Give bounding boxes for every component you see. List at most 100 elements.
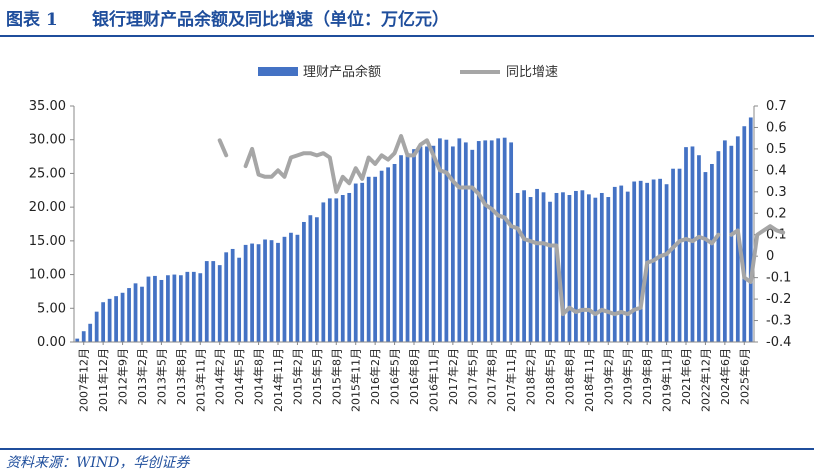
bar	[340, 195, 345, 342]
bar	[399, 155, 403, 342]
x-tick-label: 2014年2月	[213, 348, 227, 405]
bar	[120, 292, 125, 342]
right-tick-label: -0.4	[766, 335, 791, 350]
bar	[548, 201, 552, 342]
x-tick-label: 2014年8月	[252, 348, 266, 405]
bar	[528, 197, 533, 342]
legend-line-label: 同比增速	[506, 65, 558, 80]
bar	[457, 138, 462, 342]
bar	[619, 185, 624, 342]
bar	[289, 232, 293, 342]
bar	[722, 140, 727, 342]
bar	[198, 273, 203, 342]
bar	[243, 244, 248, 342]
bar	[586, 194, 591, 342]
x-tick-label: 2013年11月	[193, 348, 207, 412]
bar	[509, 142, 514, 342]
bar	[250, 243, 254, 342]
x-tick-label: 2024年6月	[718, 348, 732, 405]
bar	[625, 191, 630, 342]
bar	[140, 286, 144, 342]
right-tick-label: 0.7	[766, 99, 787, 114]
bar-series	[75, 117, 753, 343]
x-tick-label: 2015年5月	[310, 348, 324, 405]
x-tick-label: 2016年2月	[368, 348, 382, 405]
right-tick-label: 0.5	[766, 142, 787, 157]
bar	[166, 275, 170, 342]
bar	[703, 172, 708, 342]
x-tick-label: 2019年11月	[660, 348, 674, 412]
bar	[269, 240, 274, 342]
left-tick-label: 20.00	[29, 200, 66, 215]
left-tick-label: 35.00	[29, 99, 66, 114]
bottom-rule	[0, 448, 814, 450]
legend-bar-swatch	[258, 67, 298, 76]
bar	[107, 298, 112, 342]
bar	[308, 215, 313, 342]
x-tick-label: 2013年5月	[154, 348, 168, 405]
x-tick-label: 2018年2月	[524, 348, 538, 405]
bar	[159, 279, 164, 342]
legend: 理财产品余额 同比增速	[258, 64, 558, 80]
bar	[535, 188, 539, 342]
bar	[444, 139, 449, 342]
bar	[360, 182, 365, 342]
x-tick-label: 2017年11月	[504, 348, 518, 412]
x-tick-label: 2018年8月	[562, 348, 576, 405]
growth-line-segment	[243, 134, 721, 317]
bar	[392, 163, 397, 342]
bar	[321, 202, 326, 342]
left-tick-label: 10.00	[29, 268, 66, 283]
x-axis: 2007年12月 2011年12月 2012年9月 2013年2月 2013年5月 201…	[74, 341, 754, 412]
top-rule	[0, 35, 814, 37]
bar	[606, 197, 611, 342]
bar	[88, 323, 93, 342]
x-tick-label: 2015年8月	[329, 348, 343, 405]
bar	[81, 331, 86, 342]
bar	[366, 176, 371, 342]
x-tick-label: 2012年9月	[116, 348, 130, 405]
bar	[561, 192, 565, 342]
bar	[230, 248, 235, 342]
bar	[567, 195, 572, 342]
bar	[178, 275, 183, 342]
bar	[716, 151, 721, 342]
growth-line-segment	[729, 224, 786, 284]
bar	[256, 244, 261, 342]
bar	[373, 176, 378, 342]
bar	[418, 146, 423, 342]
bar	[450, 146, 455, 342]
bar	[463, 142, 468, 342]
bar	[574, 190, 578, 342]
x-tick-label: 2015年11月	[349, 348, 363, 412]
bar	[146, 276, 151, 342]
bar	[295, 234, 300, 342]
left-tick-label: 30.00	[29, 133, 66, 148]
x-tick-label: 2007年12月	[77, 348, 91, 412]
bar	[101, 302, 106, 342]
bar	[522, 190, 526, 342]
bar	[224, 252, 229, 342]
bar	[612, 186, 617, 342]
bar	[405, 153, 410, 342]
bar	[638, 180, 643, 342]
x-tick-label: 2013年2月	[135, 348, 149, 405]
bar	[425, 146, 429, 342]
bar	[496, 138, 501, 342]
right-tick-label: 0.6	[766, 120, 787, 135]
x-tick-label: 2018年5月	[543, 348, 557, 405]
x-tick-label: 2014年5月	[232, 348, 246, 405]
bar	[75, 338, 80, 342]
bar	[263, 239, 267, 342]
bar	[476, 141, 481, 342]
bar	[502, 137, 507, 342]
x-tick-label: 2016年11月	[426, 348, 440, 412]
bar	[632, 181, 637, 342]
bar	[671, 168, 675, 342]
x-tick-label: 2016年8月	[407, 348, 421, 405]
x-tick-label: 2016年5月	[388, 348, 402, 405]
bar	[379, 170, 384, 342]
x-tick-label: 2017年2月	[446, 348, 460, 405]
source-note: 资料来源：WIND，华创证券	[6, 455, 190, 471]
left-tick-label: 15.00	[29, 234, 66, 249]
